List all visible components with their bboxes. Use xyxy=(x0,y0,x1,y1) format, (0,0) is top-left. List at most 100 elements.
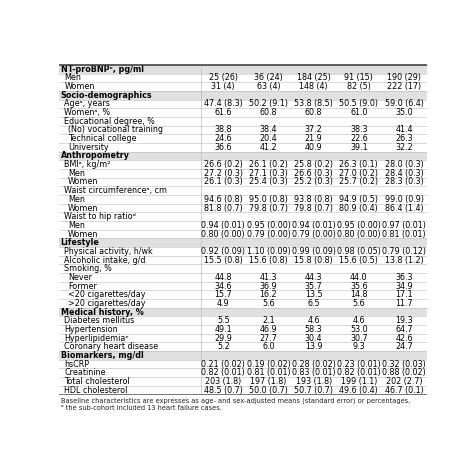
Text: Coronary heart disease: Coronary heart disease xyxy=(64,342,158,351)
Text: 4.6: 4.6 xyxy=(353,316,365,325)
Bar xyxy=(59,178,427,186)
Text: 60.8: 60.8 xyxy=(305,108,322,117)
Bar xyxy=(59,117,427,126)
Text: 35.6: 35.6 xyxy=(350,282,368,291)
Text: Former: Former xyxy=(68,282,97,291)
Text: 25 (26): 25 (26) xyxy=(209,73,238,82)
Text: 27.0 (0.2): 27.0 (0.2) xyxy=(339,169,378,178)
Text: Waist circumferenceᵃ, cm: Waist circumferenceᵃ, cm xyxy=(64,186,167,195)
Text: 99.0 (0.9): 99.0 (0.9) xyxy=(384,195,423,204)
Text: 27.7: 27.7 xyxy=(260,334,277,343)
Text: Men: Men xyxy=(64,73,81,82)
Text: 0.79 (0.00): 0.79 (0.00) xyxy=(292,229,336,238)
Bar xyxy=(59,299,427,308)
Text: 63 (4): 63 (4) xyxy=(256,82,280,91)
Bar xyxy=(59,386,427,394)
Text: 5.6: 5.6 xyxy=(353,299,365,308)
Bar xyxy=(59,264,427,273)
Text: 0.19 (0.02): 0.19 (0.02) xyxy=(246,360,291,369)
Text: 24.6: 24.6 xyxy=(214,134,232,143)
Text: 38.4: 38.4 xyxy=(260,126,277,135)
Text: 35.7: 35.7 xyxy=(305,282,322,291)
Text: Anthropometry: Anthropometry xyxy=(61,152,130,161)
Text: HDL cholesterol: HDL cholesterol xyxy=(64,386,128,395)
Text: 91 (15): 91 (15) xyxy=(345,73,373,82)
Text: Women: Women xyxy=(68,229,99,238)
Text: 26.1 (0.2): 26.1 (0.2) xyxy=(249,160,288,169)
Text: 13.5: 13.5 xyxy=(305,290,322,299)
Text: Waist to hip ratioᵈ: Waist to hip ratioᵈ xyxy=(64,212,136,221)
Text: 14.8: 14.8 xyxy=(350,290,367,299)
Text: 50.2 (9.1): 50.2 (9.1) xyxy=(249,100,288,109)
Text: 0.95 (0.00): 0.95 (0.00) xyxy=(246,221,291,230)
Text: Technical college: Technical college xyxy=(68,134,137,143)
Text: 30.4: 30.4 xyxy=(305,334,322,343)
Bar xyxy=(59,221,427,230)
Text: 0.80 (0.00): 0.80 (0.00) xyxy=(201,229,245,238)
Text: 26.6 (0.2): 26.6 (0.2) xyxy=(204,160,243,169)
Text: 86.4 (1.4): 86.4 (1.4) xyxy=(385,203,423,212)
Text: 44.0: 44.0 xyxy=(350,273,367,282)
Text: 81.8 (0.7): 81.8 (0.7) xyxy=(204,203,243,212)
Text: 60.8: 60.8 xyxy=(260,108,277,117)
Text: 59.0 (6.4): 59.0 (6.4) xyxy=(384,100,423,109)
Bar xyxy=(59,73,427,82)
Text: 13.9: 13.9 xyxy=(305,342,322,351)
Text: 222 (17): 222 (17) xyxy=(387,82,421,91)
Text: 15.6 (0.5): 15.6 (0.5) xyxy=(339,255,378,264)
Text: 15.7: 15.7 xyxy=(214,290,232,299)
Bar xyxy=(59,255,427,264)
Text: Never: Never xyxy=(68,273,92,282)
Text: 0.82 (0.01): 0.82 (0.01) xyxy=(337,368,381,377)
Text: 93.8 (0.8): 93.8 (0.8) xyxy=(294,195,333,204)
Text: Socio-demographics: Socio-demographics xyxy=(61,91,152,100)
Bar xyxy=(59,169,427,178)
Text: 34.9: 34.9 xyxy=(395,282,413,291)
Text: 0.32 (0.03): 0.32 (0.03) xyxy=(382,360,426,369)
Text: 1.10 (0.09): 1.10 (0.09) xyxy=(246,247,291,256)
Bar xyxy=(59,360,427,368)
Text: 20.4: 20.4 xyxy=(260,134,277,143)
Text: 19.3: 19.3 xyxy=(395,316,413,325)
Text: 13.8 (1.2): 13.8 (1.2) xyxy=(384,255,423,264)
Text: 0.23 (0.01): 0.23 (0.01) xyxy=(337,360,381,369)
Text: Medical history, %: Medical history, % xyxy=(61,308,144,317)
Text: 0.97 (0.01): 0.97 (0.01) xyxy=(382,221,426,230)
Text: 61.0: 61.0 xyxy=(350,108,367,117)
Text: 42.6: 42.6 xyxy=(395,334,413,343)
Text: 27.1 (0.3): 27.1 (0.3) xyxy=(249,169,288,178)
Bar xyxy=(59,351,427,360)
Text: <20 cigarettes/day: <20 cigarettes/day xyxy=(68,290,146,299)
Text: 0.98 (0.05): 0.98 (0.05) xyxy=(337,247,381,256)
Text: 0.95 (0.00): 0.95 (0.00) xyxy=(337,221,381,230)
Text: 39.1: 39.1 xyxy=(350,143,368,152)
Bar xyxy=(59,334,427,342)
Text: 46.9: 46.9 xyxy=(260,325,277,334)
Bar xyxy=(59,108,427,117)
Text: Alcoholic intake, g/d: Alcoholic intake, g/d xyxy=(64,255,146,264)
Bar xyxy=(59,212,427,221)
Text: Hypertension: Hypertension xyxy=(64,325,118,334)
Text: 5.5: 5.5 xyxy=(217,316,229,325)
Bar xyxy=(59,65,427,73)
Bar xyxy=(59,143,427,152)
Text: 0.88 (0.02): 0.88 (0.02) xyxy=(382,368,426,377)
Text: 47.4 (8.3): 47.4 (8.3) xyxy=(204,100,243,109)
Text: 24.7: 24.7 xyxy=(395,342,413,351)
Text: 0.99 (0.09): 0.99 (0.09) xyxy=(292,247,336,256)
Bar xyxy=(59,126,427,134)
Bar xyxy=(59,230,427,238)
Text: 148 (4): 148 (4) xyxy=(299,82,328,91)
Text: 15.6 (0.8): 15.6 (0.8) xyxy=(249,255,288,264)
Text: 6.5: 6.5 xyxy=(307,299,320,308)
Text: Womenᵃ, %: Womenᵃ, % xyxy=(64,108,110,117)
Text: 197 (1.8): 197 (1.8) xyxy=(250,377,287,386)
Text: 26.1 (0.3): 26.1 (0.3) xyxy=(204,177,243,186)
Bar xyxy=(59,82,427,91)
Text: Total cholesterol: Total cholesterol xyxy=(64,377,130,386)
Text: 21.9: 21.9 xyxy=(305,134,322,143)
Text: 53.8 (8.5): 53.8 (8.5) xyxy=(294,100,333,109)
Text: 0.80 (0.00): 0.80 (0.00) xyxy=(337,229,381,238)
Text: hsCRP: hsCRP xyxy=(64,360,90,369)
Text: 64.7: 64.7 xyxy=(395,325,413,334)
